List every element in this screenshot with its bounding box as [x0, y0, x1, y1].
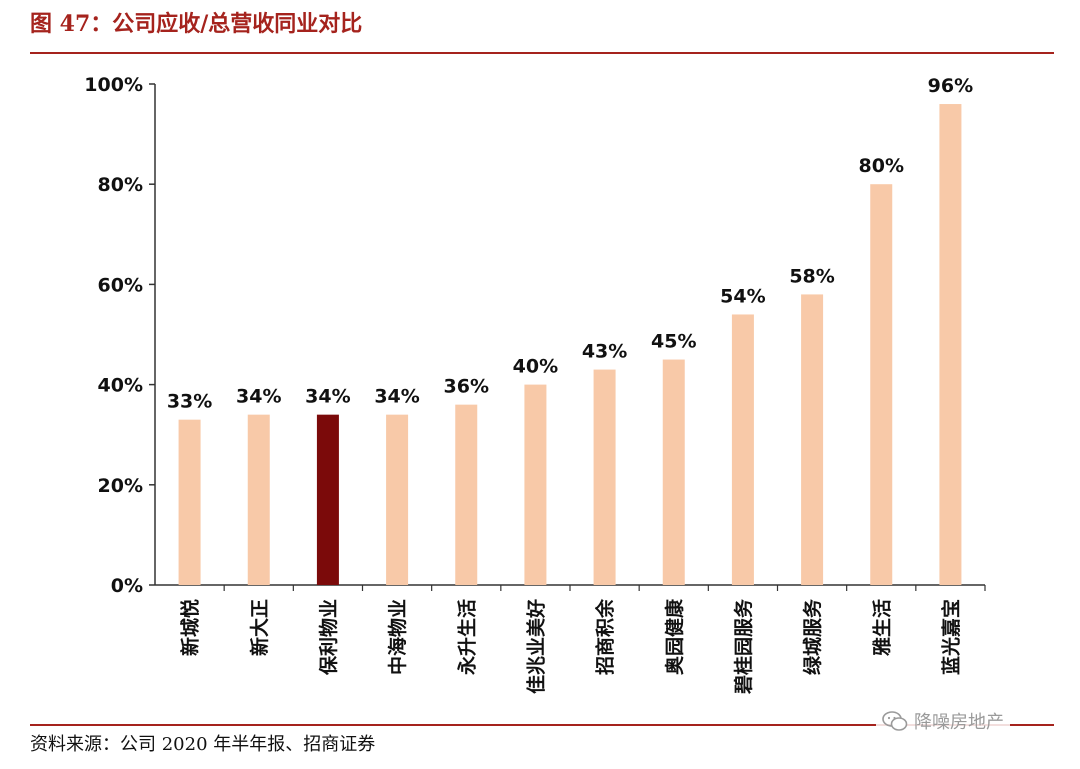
- x-tick-label: 招商积余: [594, 598, 617, 675]
- bar: [247, 414, 270, 585]
- bar: [455, 404, 478, 585]
- x-tick-label: 碧桂园服务: [732, 598, 755, 695]
- x-tick-label: 永升生活: [455, 599, 478, 676]
- x-tick-label: 奥园健康: [663, 598, 686, 675]
- source-rule: [30, 724, 1054, 726]
- bar: [524, 384, 547, 585]
- y-tick-label: 40%: [98, 375, 143, 397]
- data-label: 34%: [236, 386, 281, 408]
- bar: [593, 369, 616, 585]
- title-rule: [30, 52, 1054, 54]
- bar: [801, 294, 824, 585]
- y-tick-label: 80%: [98, 174, 143, 196]
- data-label: 34%: [305, 386, 350, 408]
- source-note: 资料来源：公司 2020 年半年报、招商证券: [30, 734, 376, 755]
- bar: [386, 414, 409, 585]
- bar: [870, 184, 893, 585]
- watermark: 降噪房地产: [876, 706, 1010, 736]
- x-tick-label: 新城悦: [179, 599, 202, 656]
- wechat-icon: [882, 711, 908, 731]
- data-label: 45%: [651, 331, 696, 353]
- y-tick-label: 60%: [98, 274, 143, 296]
- x-tick-label: 佳兆业美好: [524, 599, 547, 694]
- data-label: 36%: [444, 376, 489, 398]
- y-tick-label: 0%: [111, 575, 143, 597]
- x-tick-label: 绿城服务: [801, 598, 824, 675]
- data-label: 58%: [789, 265, 834, 287]
- bar: [939, 104, 962, 585]
- bar: [178, 419, 201, 585]
- watermark-text: 降噪房地产: [914, 712, 1004, 733]
- y-tick-label: 100%: [84, 74, 143, 96]
- x-tick-label: 蓝光嘉宝: [939, 599, 962, 675]
- data-label: 40%: [513, 356, 558, 378]
- bar: [731, 314, 754, 585]
- y-tick-label: 20%: [98, 475, 143, 497]
- x-tick-label: 保利物业: [317, 599, 340, 676]
- data-label: 54%: [720, 285, 765, 307]
- figure-title: 图 47：公司应收/总营收同业对比: [30, 11, 363, 37]
- bar: [316, 414, 339, 585]
- data-label: 80%: [859, 155, 904, 177]
- x-tick-label: 中海物业: [386, 599, 409, 675]
- data-label: 96%: [928, 75, 973, 97]
- data-label: 43%: [582, 341, 627, 363]
- data-label: 33%: [167, 391, 212, 413]
- x-tick-label: 雅生活: [870, 599, 893, 656]
- x-tick-label: 新大正: [248, 599, 271, 656]
- data-label: 34%: [374, 386, 419, 408]
- bar: [662, 359, 685, 585]
